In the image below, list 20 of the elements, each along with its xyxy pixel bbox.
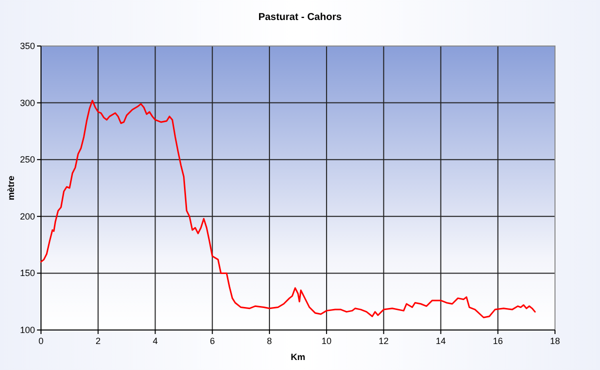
x-tick-label: 6 — [210, 336, 215, 346]
y-tick-label: 100 — [20, 325, 35, 335]
x-axis-title: Km — [290, 352, 306, 362]
x-tick-label: 12 — [378, 336, 389, 346]
y-tick-label: 300 — [20, 98, 35, 108]
x-tick-label: 16 — [492, 336, 503, 346]
x-tick-label: 18 — [550, 336, 560, 346]
y-tick-label: 150 — [20, 268, 35, 278]
line-series — [40, 100, 536, 318]
y-axis-title: mètre — [6, 176, 16, 200]
x-tick-label: 2 — [96, 336, 101, 346]
x-tick-label: 10 — [322, 336, 332, 346]
x-tick-label: 14 — [436, 336, 446, 346]
y-tick-label: 200 — [20, 211, 35, 222]
chart-title: Pasturat - Cahors — [258, 12, 342, 23]
y-tick-label: 250 — [20, 154, 35, 165]
x-tick-label: 0 — [38, 336, 44, 346]
y-tick-label: 350 — [20, 41, 35, 51]
x-tick-label: 8 — [266, 336, 272, 346]
x-tick-label: 4 — [152, 336, 158, 346]
